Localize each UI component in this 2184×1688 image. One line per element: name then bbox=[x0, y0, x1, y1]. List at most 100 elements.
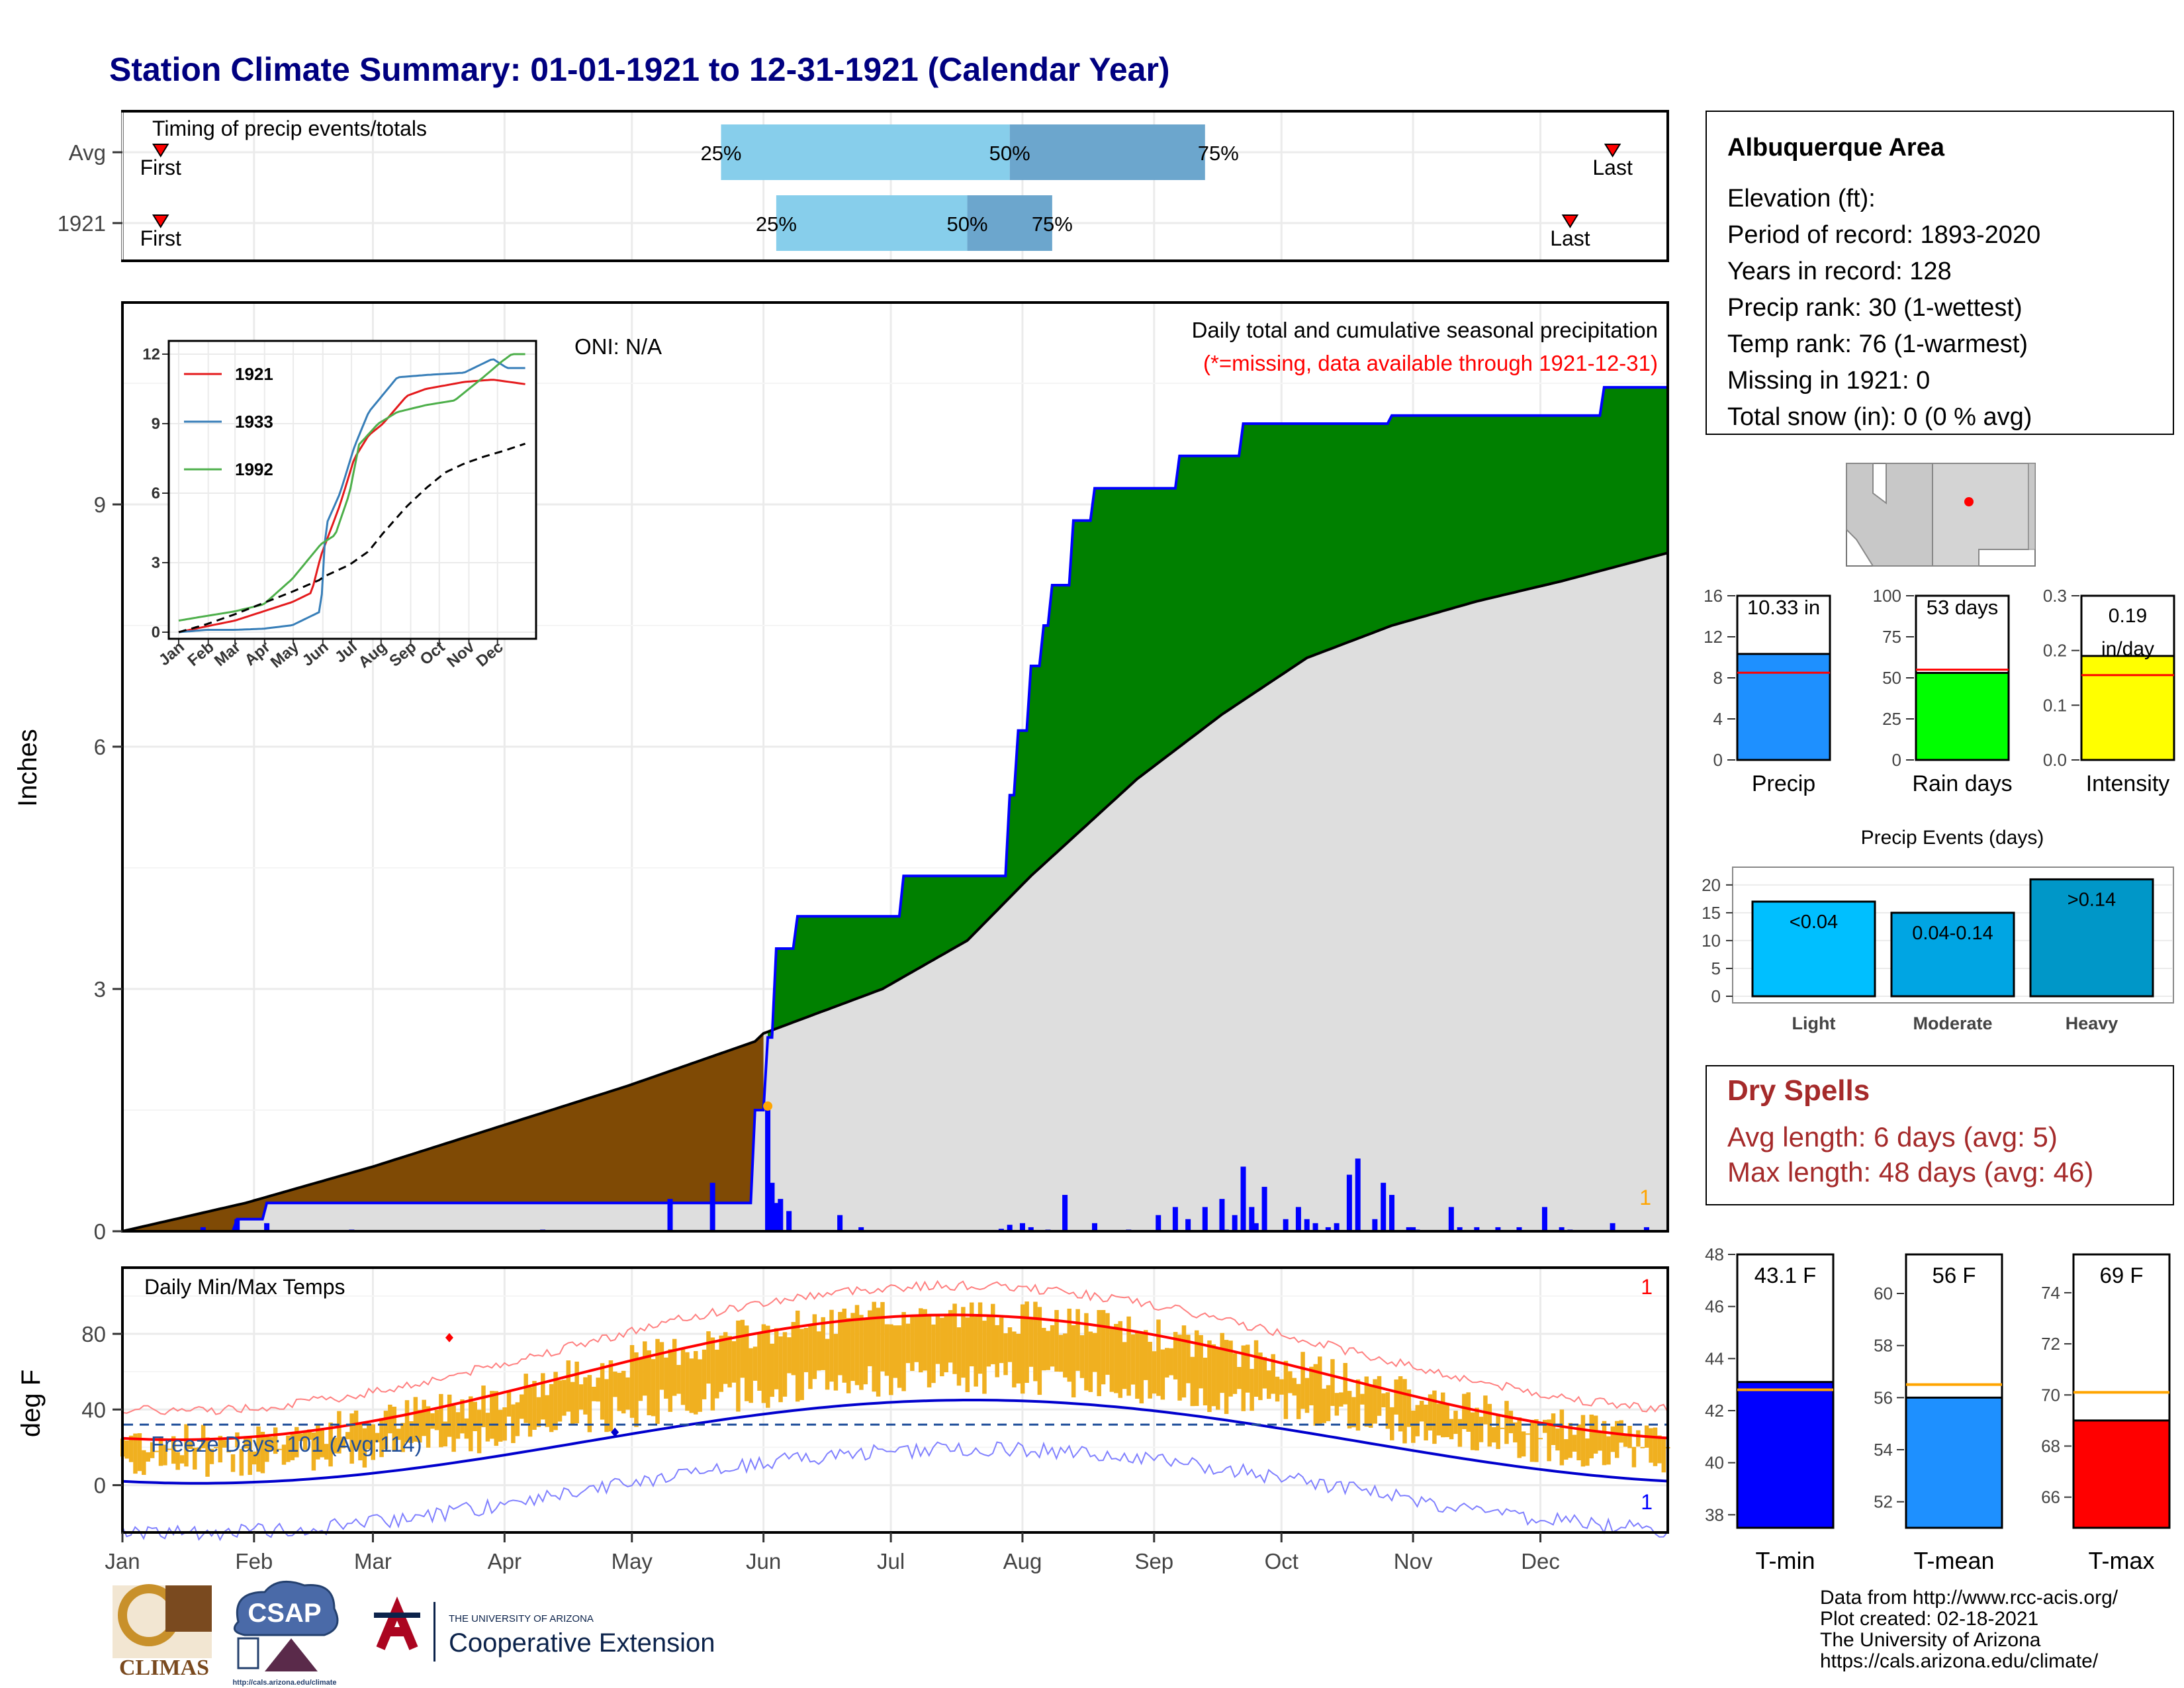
daily-temp-bar bbox=[838, 1311, 842, 1376]
daily-temp-bar bbox=[1007, 1327, 1013, 1362]
daily-temp-bar bbox=[209, 1448, 214, 1464]
daily-precip-bar bbox=[773, 1203, 779, 1231]
daily-precip-bar bbox=[1559, 1227, 1565, 1231]
bar-fill bbox=[2080, 655, 2175, 761]
daily-temp-bar bbox=[974, 1316, 978, 1387]
y-tick-label: 74 bbox=[2041, 1283, 2060, 1303]
daily-temp-bar bbox=[324, 1444, 329, 1460]
bar-value: 56 F bbox=[1932, 1263, 1976, 1288]
daily-temp-bar bbox=[434, 1409, 439, 1430]
daily-temp-bar bbox=[188, 1441, 193, 1449]
y-tick-label: 58 bbox=[1874, 1336, 1893, 1356]
info-line: Elevation (ft): bbox=[1727, 185, 1876, 212]
daily-temp-bar bbox=[740, 1319, 745, 1378]
info-line: Period of record: 1893-2020 bbox=[1727, 221, 2040, 249]
timing-marker-label: First bbox=[140, 226, 181, 250]
month-label: Jul bbox=[877, 1549, 905, 1573]
month-label: Jan bbox=[105, 1549, 140, 1573]
daily-temp-bar bbox=[1381, 1393, 1386, 1407]
daily-precip-bar bbox=[1643, 1227, 1649, 1231]
daily-temp-bar bbox=[490, 1391, 494, 1439]
daily-temp-bar bbox=[1309, 1366, 1314, 1405]
y-tick-label: 12 bbox=[1704, 627, 1723, 647]
daily-temp-bar bbox=[1028, 1317, 1034, 1367]
daily-temp-bar bbox=[205, 1437, 210, 1477]
daily-temp-bar bbox=[723, 1332, 728, 1384]
y-tick-label: 68 bbox=[2041, 1436, 2060, 1456]
daily-temp-bar bbox=[1304, 1378, 1310, 1413]
daily-temp-bar bbox=[375, 1432, 380, 1442]
timing-pct-25: 25% bbox=[700, 142, 741, 165]
inset-y-tick: 0 bbox=[152, 624, 160, 641]
daily-precip-bar bbox=[667, 1199, 673, 1231]
daily-temp-bar bbox=[978, 1302, 983, 1374]
daily-temp-bar bbox=[1088, 1331, 1093, 1392]
daily-temp-bar bbox=[235, 1432, 240, 1448]
daily-temp-bar bbox=[842, 1308, 847, 1383]
daily-temp-bar bbox=[905, 1323, 911, 1364]
daily-temp-bar bbox=[541, 1373, 545, 1420]
daily-temp-bar bbox=[604, 1379, 609, 1432]
month-label: Feb bbox=[235, 1549, 273, 1573]
daily-temp-bar bbox=[171, 1436, 176, 1464]
daily-temp-bar bbox=[248, 1437, 252, 1476]
temp-missing-count-low: 1 bbox=[1641, 1490, 1653, 1514]
daily-precip-bar bbox=[765, 1105, 771, 1231]
daily-temp-bar bbox=[273, 1427, 278, 1454]
daily-temp-bar bbox=[396, 1429, 401, 1440]
daily-temp-bar bbox=[167, 1448, 172, 1450]
daily-temp-bar bbox=[1139, 1333, 1144, 1404]
y-tick-label: 50 bbox=[1882, 668, 1901, 688]
daily-temp-bar bbox=[392, 1407, 397, 1452]
daily-temp-bar bbox=[910, 1316, 915, 1372]
daily-precip-bar bbox=[200, 1227, 206, 1231]
daily-temp-bar bbox=[570, 1382, 575, 1425]
daily-temp-bar bbox=[1504, 1401, 1509, 1444]
daily-temp-bar bbox=[710, 1337, 715, 1411]
info-line: Total snow (in): 0 (0 % avg) bbox=[1727, 403, 2032, 431]
daily-precip-bar bbox=[1312, 1223, 1318, 1231]
daily-temp-bar bbox=[948, 1310, 953, 1363]
temp-panel: deg F Daily Min/Max Temps Freeze Days: 1… bbox=[17, 1266, 1670, 1573]
daily-temp-bar bbox=[995, 1325, 999, 1378]
timing-bar-early bbox=[776, 195, 968, 251]
temp-ylabel: deg F bbox=[17, 1370, 46, 1437]
event-category: Heavy bbox=[2066, 1013, 2118, 1033]
legend-label: 1921 bbox=[235, 364, 273, 384]
daily-temp-bar bbox=[757, 1334, 762, 1391]
daily-temp-bar bbox=[197, 1447, 201, 1452]
month-label: Oct bbox=[1265, 1549, 1298, 1573]
daily-temp-bar bbox=[1598, 1432, 1602, 1451]
daily-temp-bar bbox=[1428, 1394, 1433, 1431]
daily-precip-bar bbox=[1156, 1215, 1161, 1231]
y-tick-label: 5 bbox=[1711, 959, 1721, 978]
daily-temp-bar bbox=[812, 1314, 817, 1380]
daily-temp-bar bbox=[184, 1424, 189, 1467]
month-label: Dec bbox=[1521, 1549, 1560, 1573]
daily-temp-bar bbox=[481, 1385, 486, 1427]
daily-temp-bar bbox=[439, 1393, 443, 1448]
daily-temp-bar bbox=[1156, 1319, 1161, 1396]
daily-temp-bar bbox=[1245, 1344, 1250, 1393]
daily-temp-bar bbox=[1657, 1435, 1662, 1464]
daily-precip-bar bbox=[1495, 1227, 1501, 1231]
daily-temp-bar bbox=[1631, 1446, 1637, 1468]
daily-temp-bar bbox=[286, 1435, 291, 1462]
daily-temp-bar bbox=[477, 1409, 482, 1454]
daily-temp-bar bbox=[1653, 1427, 1658, 1466]
daily-temp-bar bbox=[1275, 1376, 1280, 1402]
daily-temp-bar bbox=[1262, 1356, 1267, 1389]
daily-temp-bar bbox=[1534, 1419, 1539, 1462]
bar-fill bbox=[1905, 1396, 2003, 1529]
daily-temp-bar bbox=[880, 1301, 885, 1372]
obs-cumulative-line bbox=[122, 386, 1668, 1233]
y-tick-label: 25 bbox=[1882, 709, 1901, 729]
daily-temp-bar bbox=[1585, 1438, 1590, 1466]
daily-temp-bar bbox=[244, 1436, 248, 1449]
ua-logo: THE UNIVERSITY OF ARIZONA Cooperative Ex… bbox=[374, 1596, 715, 1662]
avg-min-line bbox=[122, 1399, 1668, 1485]
daily-temp-bar bbox=[698, 1359, 702, 1412]
daily-precip-bar bbox=[264, 1223, 270, 1231]
daily-temp-bar bbox=[460, 1399, 465, 1434]
daily-temp-bar bbox=[1525, 1433, 1530, 1435]
